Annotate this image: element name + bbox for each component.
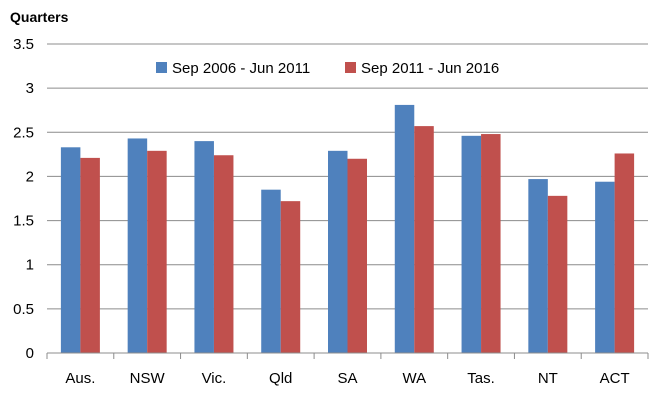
bar-series2 — [347, 158, 367, 353]
bar-series2 — [80, 157, 100, 353]
legend: Sep 2006 - Jun 2011 Sep 2011 - Jun 2016 — [156, 60, 499, 77]
y-axis-ticks: 0 0.5 1 1.5 2 2.5 3 3.5 — [13, 36, 34, 362]
x-axis: Aus. NSW Vic. Qld SA WA Tas. NT ACT — [46, 352, 649, 387]
legend-label: Sep 2006 - Jun 2011 — [172, 60, 310, 77]
x-category-label: WA — [402, 370, 426, 387]
bars — [60, 104, 635, 353]
bar-series1 — [528, 179, 548, 353]
legend-label: Sep 2011 - Jun 2016 — [361, 60, 499, 77]
y-tick-label: 0 — [26, 345, 34, 362]
bar-series1 — [394, 104, 415, 353]
bar-series2 — [614, 153, 635, 353]
x-category-label: Qld — [269, 370, 292, 387]
bar-series2 — [481, 134, 501, 353]
bar-series2 — [414, 126, 434, 353]
y-tick-label: 1 — [26, 257, 34, 274]
y-tick-label: 0.5 — [13, 301, 34, 318]
x-category-label: Vic. — [202, 370, 227, 387]
x-category-label: ACT — [600, 370, 630, 387]
bar-series1 — [194, 141, 214, 353]
bar-series2 — [147, 150, 167, 353]
x-category-label: Tas. — [467, 370, 495, 387]
bar-series2 — [280, 201, 301, 353]
bar-series1 — [595, 181, 615, 353]
bar-series2 — [213, 155, 234, 353]
bar-series1 — [261, 189, 281, 353]
legend-swatch — [156, 62, 167, 73]
bar-series1 — [328, 150, 348, 353]
y-tick-label: 2.5 — [13, 124, 34, 141]
y-tick-label: 3 — [26, 80, 34, 97]
bar-series1 — [461, 135, 482, 353]
x-category-label: NSW — [130, 370, 166, 387]
y-tick-label: 1.5 — [13, 213, 34, 230]
x-category-label: NT — [538, 370, 558, 387]
y-axis-title: Quarters — [10, 9, 69, 25]
y-tick-label: 2 — [26, 168, 34, 185]
y-tick-label: 3.5 — [13, 36, 34, 53]
x-category-label: SA — [337, 370, 357, 387]
bar-series1 — [60, 147, 81, 353]
legend-swatch — [345, 62, 356, 73]
x-category-label: Aus. — [65, 370, 95, 387]
bar-series1 — [127, 138, 148, 353]
bar-series2 — [547, 195, 568, 353]
